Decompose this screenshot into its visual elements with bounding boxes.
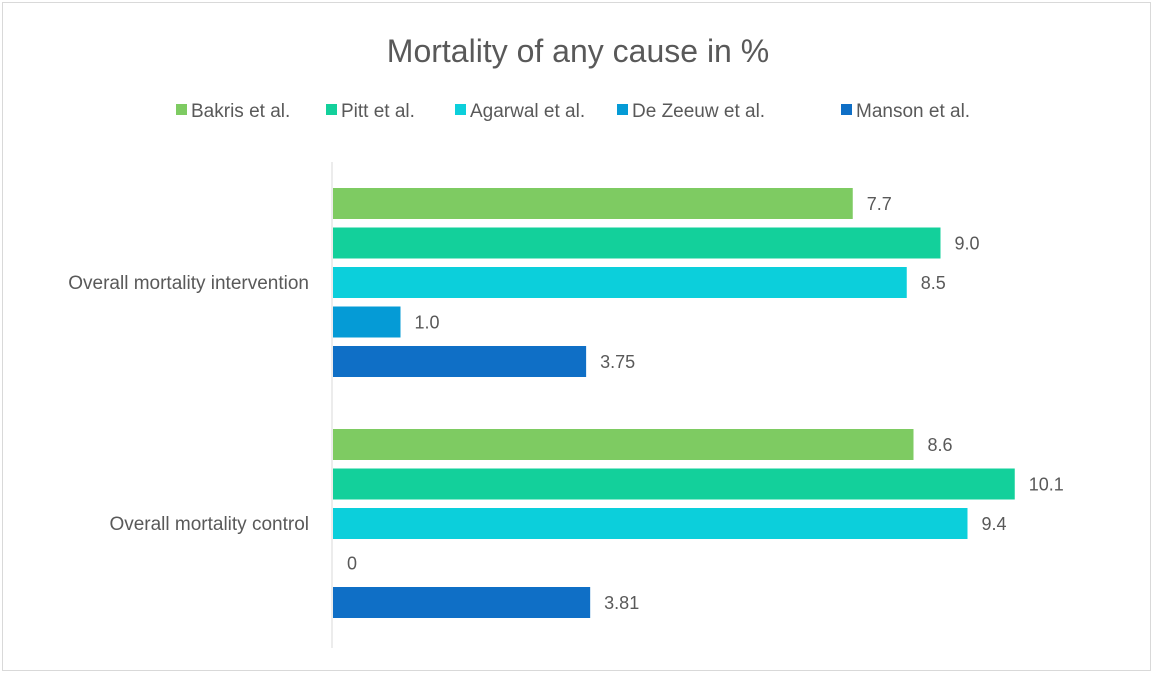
bar [333, 508, 968, 539]
bars: 7.7 9.0 8.5 1.0 3.75 8.6 10.1 9.4 0 3.81 [333, 188, 1064, 618]
bar [333, 267, 907, 298]
bar [333, 468, 1015, 500]
legend-label: Pitt et al. [341, 101, 415, 122]
bar [333, 429, 914, 460]
legend-swatch [841, 104, 852, 115]
legend-label: Bakris et al. [191, 101, 290, 122]
data-label: 7.7 [867, 194, 892, 214]
legend-swatch [455, 104, 466, 115]
bar [333, 227, 941, 259]
legend-swatch [176, 104, 187, 115]
data-label: 1.0 [415, 313, 440, 333]
legend: Bakris et al. Pitt et al. Agarwal et al. De… [176, 101, 970, 122]
bar [333, 306, 401, 338]
chart-title: Mortality of any cause in % [387, 33, 769, 69]
bar [333, 188, 853, 219]
data-label: 10.1 [1029, 475, 1064, 495]
category-label: Overall mortality intervention [68, 273, 309, 294]
bar [333, 587, 591, 618]
bar [333, 346, 587, 377]
category-label: Overall mortality control [109, 514, 309, 535]
data-label: 8.6 [928, 435, 953, 455]
legend-label: De Zeeuw et al. [632, 101, 765, 122]
data-label: 3.81 [604, 593, 639, 613]
category-labels: Overall mortality intervention Overall mo… [68, 273, 309, 535]
data-label: 9.4 [982, 514, 1007, 534]
data-label: 9.0 [955, 234, 980, 254]
legend-label: Manson et al. [856, 101, 970, 122]
data-label: 3.75 [600, 352, 635, 372]
legend-swatch [326, 104, 337, 115]
legend-swatch [617, 104, 628, 115]
data-label: 8.5 [921, 273, 946, 293]
legend-label: Agarwal et al. [470, 101, 585, 122]
data-label: 0 [347, 554, 357, 574]
